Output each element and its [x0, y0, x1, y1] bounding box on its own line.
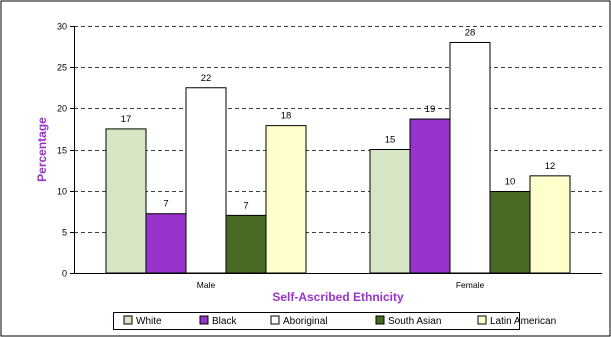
- y-tick-label: 30: [57, 22, 67, 32]
- x-category-label: Male: [197, 280, 216, 290]
- y-tick-label: 10: [57, 187, 67, 197]
- bar: [369, 149, 411, 274]
- legend-label: South Asian: [388, 316, 441, 327]
- y-tick-label: 20: [57, 104, 67, 114]
- legend-swatch: [375, 315, 385, 325]
- legend-box: [113, 312, 520, 330]
- bar: [265, 125, 307, 274]
- data-label: 17: [121, 114, 132, 125]
- data-label: 10: [505, 176, 516, 187]
- data-label: 7: [243, 200, 248, 211]
- bar: [409, 118, 451, 274]
- y-tick-label: 15: [57, 146, 67, 156]
- legend-label: Latin American: [490, 316, 556, 327]
- x-category-label: Female: [456, 280, 485, 290]
- y-tick-label: 5: [62, 228, 67, 238]
- bar: [225, 214, 267, 274]
- bar: [489, 190, 531, 274]
- legend-label: White: [136, 316, 162, 327]
- legend-swatch: [477, 315, 487, 325]
- legend-swatch: [199, 315, 209, 325]
- data-label: 7: [163, 199, 168, 210]
- y-tick-label: 0: [62, 269, 67, 279]
- data-label: 28: [465, 27, 476, 38]
- data-label: 18: [281, 111, 292, 122]
- bar: [529, 175, 571, 274]
- x-axis-title: Self-Ascribed Ethnicity: [272, 290, 404, 304]
- bar: [449, 41, 491, 274]
- bar: [185, 87, 227, 274]
- data-label: 19: [425, 104, 436, 115]
- data-label: 12: [545, 161, 556, 172]
- bar: [145, 213, 187, 274]
- y-axis-title: Percentage: [35, 117, 49, 182]
- bar: [105, 128, 147, 274]
- legend-label: Black: [212, 316, 237, 327]
- data-label: 15: [385, 135, 396, 146]
- y-tick-label: 25: [57, 63, 67, 73]
- legend-swatch: [123, 315, 133, 325]
- legend-label: Aboriginal: [283, 316, 327, 327]
- data-label: 22: [201, 73, 212, 84]
- legend-swatch: [270, 315, 280, 325]
